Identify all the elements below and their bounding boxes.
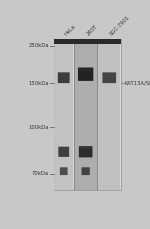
Text: 150kDa: 150kDa — [28, 81, 49, 85]
FancyBboxPatch shape — [82, 167, 90, 175]
FancyBboxPatch shape — [102, 72, 116, 83]
Text: HeLa: HeLa — [64, 24, 77, 37]
Text: 100kDa: 100kDa — [28, 125, 49, 130]
FancyBboxPatch shape — [78, 68, 93, 81]
FancyBboxPatch shape — [78, 69, 93, 71]
FancyBboxPatch shape — [103, 74, 116, 75]
Text: 70kDa: 70kDa — [32, 171, 49, 176]
Text: KAT13A/SRC1: KAT13A/SRC1 — [124, 81, 150, 85]
FancyBboxPatch shape — [58, 74, 69, 75]
Bar — [54, 39, 73, 190]
Bar — [98, 39, 120, 190]
Text: 250kDa: 250kDa — [28, 44, 49, 49]
Bar — [54, 39, 121, 44]
Bar — [75, 39, 97, 190]
FancyBboxPatch shape — [59, 148, 69, 150]
FancyBboxPatch shape — [58, 147, 69, 157]
Text: SGC-7901: SGC-7901 — [109, 15, 131, 37]
FancyBboxPatch shape — [58, 72, 70, 83]
FancyBboxPatch shape — [82, 168, 89, 169]
FancyBboxPatch shape — [79, 146, 93, 157]
Bar — [54, 39, 121, 190]
FancyBboxPatch shape — [60, 168, 67, 169]
Text: 293T: 293T — [86, 24, 99, 37]
FancyBboxPatch shape — [60, 167, 68, 175]
FancyBboxPatch shape — [79, 147, 92, 149]
